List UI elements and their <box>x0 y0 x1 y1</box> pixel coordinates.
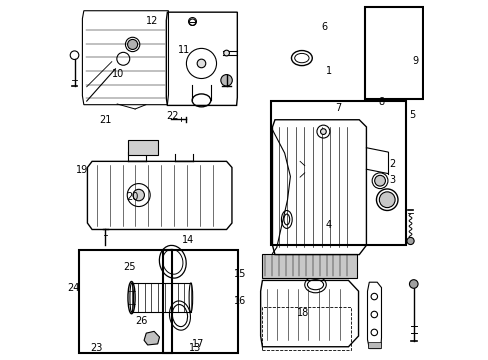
Text: 14: 14 <box>182 235 194 245</box>
Text: 10: 10 <box>112 69 124 79</box>
Text: 15: 15 <box>234 269 246 279</box>
Text: 19: 19 <box>76 165 88 175</box>
Text: 18: 18 <box>296 309 308 318</box>
Circle shape <box>133 189 144 201</box>
Bar <box>163 250 238 353</box>
Circle shape <box>406 237 413 244</box>
Text: 11: 11 <box>178 45 190 55</box>
Circle shape <box>408 280 417 288</box>
Text: 7: 7 <box>335 103 341 113</box>
Text: 24: 24 <box>67 283 79 293</box>
Text: 26: 26 <box>135 316 147 325</box>
Text: 23: 23 <box>90 343 103 353</box>
Circle shape <box>197 59 205 68</box>
Text: 8: 8 <box>378 97 384 107</box>
Text: 4: 4 <box>325 220 331 230</box>
Text: 3: 3 <box>388 175 394 185</box>
Polygon shape <box>144 331 159 345</box>
Text: 1: 1 <box>325 66 331 76</box>
Text: 13: 13 <box>188 343 201 353</box>
Polygon shape <box>261 253 357 278</box>
Text: 9: 9 <box>412 56 418 66</box>
Text: 2: 2 <box>388 159 395 169</box>
Polygon shape <box>128 140 158 155</box>
Text: 6: 6 <box>321 22 326 32</box>
Bar <box>79 250 172 353</box>
Polygon shape <box>367 342 380 348</box>
Text: 21: 21 <box>99 115 111 125</box>
Circle shape <box>221 75 232 86</box>
Circle shape <box>379 192 394 208</box>
Text: 16: 16 <box>234 296 246 306</box>
Text: 25: 25 <box>122 262 135 272</box>
Text: 5: 5 <box>408 110 415 120</box>
Bar <box>271 101 405 244</box>
Bar <box>364 7 422 99</box>
Circle shape <box>127 40 137 49</box>
Text: 12: 12 <box>145 17 158 27</box>
Circle shape <box>374 175 385 186</box>
Text: 17: 17 <box>192 339 204 349</box>
Text: 20: 20 <box>126 192 139 202</box>
Circle shape <box>320 129 325 134</box>
Text: 22: 22 <box>165 111 178 121</box>
Circle shape <box>223 50 229 56</box>
